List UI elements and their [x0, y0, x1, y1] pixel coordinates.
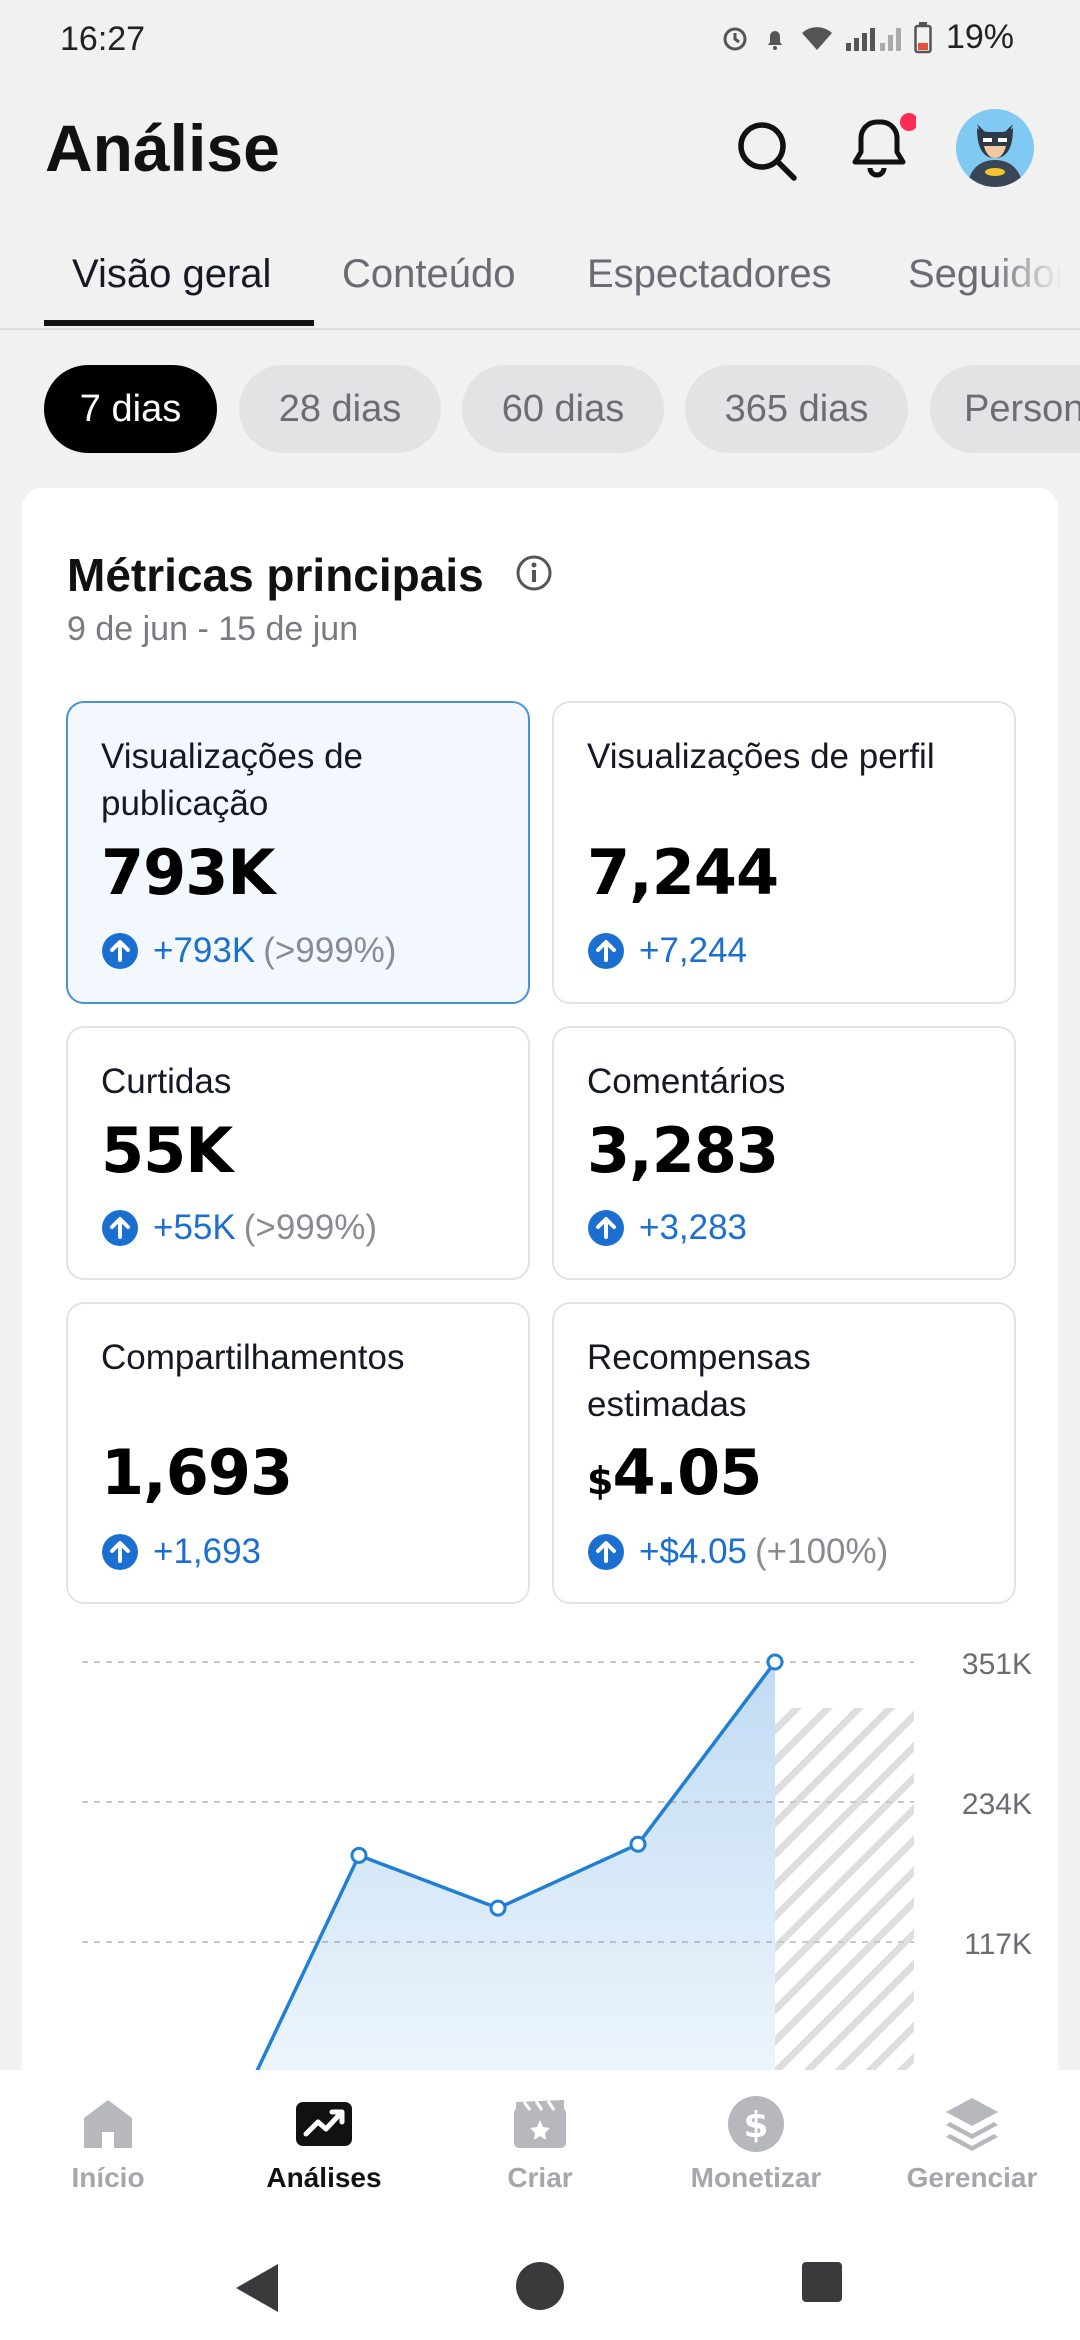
wifi-icon	[801, 26, 832, 50]
metric-card-post-views[interactable]: Visualizações de publicação 793K +793K (…	[66, 701, 530, 1004]
y-tick-label: 351K	[962, 1648, 1032, 1681]
arrow-up-icon	[102, 1534, 138, 1570]
arrow-up-icon	[102, 1210, 138, 1246]
tab-visao-geral[interactable]: Visão geral	[72, 252, 272, 296]
battery-icon	[914, 21, 932, 53]
arrow-up-icon	[588, 933, 624, 969]
y-tick-label: 234K	[962, 1788, 1032, 1821]
nav-label: Criar	[507, 2162, 573, 2193]
recents-icon[interactable]	[800, 2260, 844, 2304]
nav-monetizar[interactable]: $ Monetizar	[648, 2094, 864, 2194]
nav-analises[interactable]: Análises	[216, 2094, 432, 2194]
metric-value: 1,693	[101, 1436, 293, 1509]
metric-label: Comentários	[587, 1062, 786, 1101]
nav-label: Análises	[266, 2162, 382, 2193]
active-tab-indicator	[44, 320, 314, 326]
create-icon	[514, 2100, 566, 2148]
metric-label: Curtidas	[101, 1062, 232, 1101]
home-icon	[84, 2100, 132, 2148]
system-navigation-bar	[0, 2240, 1080, 2340]
date-range-chips: 7 dias 28 dias 60 dias 365 dias Personal…	[0, 365, 1080, 457]
key-metrics-card: Métricas principais 9 de jun - 15 de jun…	[22, 488, 1058, 2168]
metric-value: 793K	[101, 836, 275, 909]
data-point[interactable]	[489, 1899, 507, 1917]
avatar[interactable]	[955, 108, 1035, 188]
alarm-icon	[723, 27, 747, 50]
status-time: 16:27	[60, 20, 146, 58]
metric-delta: +7,244	[639, 931, 748, 970]
notification-bell-icon[interactable]	[846, 112, 916, 184]
chip-60-dias[interactable]: 60 dias	[462, 365, 664, 453]
metric-delta: +3,283	[639, 1208, 748, 1247]
back-icon[interactable]	[232, 2260, 282, 2316]
metric-label: Visualizações de publicação	[101, 737, 364, 823]
layers-icon	[946, 2098, 998, 2151]
metric-delta-percent: (>999%)	[243, 1208, 377, 1247]
metric-card-likes[interactable]: Curtidas 55K +55K (>999%)	[66, 1026, 530, 1280]
bottom-navigation: Início Análises Criar $ Monetizar Gerenc…	[0, 2070, 1080, 2240]
metric-delta-percent: (>999%)	[263, 931, 397, 970]
metric-value: 55K	[101, 1114, 233, 1187]
battery-percentage: 19%	[945, 18, 1014, 56]
metric-delta-percent: (+100%)	[755, 1532, 889, 1571]
section-heading: Métricas principais	[67, 549, 484, 601]
status-bar: 16:27 19%	[0, 0, 1080, 80]
currency-symbol: $	[587, 1459, 613, 1503]
arrow-up-icon	[588, 1210, 624, 1246]
metric-card-shares[interactable]: Compartilhamentos 1,693 +1,693	[66, 1302, 530, 1604]
svg-text:$: $	[743, 2105, 768, 2146]
date-range-text: 9 de jun - 15 de jun	[67, 610, 359, 648]
metric-card-comments[interactable]: Comentários 3,283 +3,283	[552, 1026, 1016, 1280]
dollar-icon: $	[728, 2096, 784, 2152]
metric-value: 7,244	[587, 836, 779, 909]
signal-icon	[845, 27, 901, 51]
nav-label: Gerenciar	[906, 2162, 1038, 2193]
data-point[interactable]	[629, 1835, 647, 1853]
metric-delta: +$4.05	[639, 1532, 748, 1571]
arrow-up-icon	[588, 1534, 624, 1570]
chip-365-dias[interactable]: 365 dias	[685, 365, 908, 453]
metric-label: Recompensas estimadas	[587, 1338, 811, 1424]
analytics-icon	[296, 2102, 352, 2146]
section-tabs: Visão geral Conteúdo Espectadores Seguid…	[0, 228, 1080, 330]
chip-28-dias[interactable]: 28 dias	[239, 365, 441, 453]
metric-card-profile-views[interactable]: Visualizações de perfil 7,244 +7,244	[552, 701, 1016, 1004]
nav-label: Início	[71, 2162, 145, 2193]
data-point[interactable]	[350, 1846, 368, 1864]
search-icon[interactable]	[734, 118, 800, 184]
metric-delta: +55K	[153, 1208, 236, 1247]
nav-gerenciar[interactable]: Gerenciar	[864, 2094, 1080, 2194]
app-header: Análise	[0, 90, 1080, 210]
notification-muted-icon	[767, 30, 782, 50]
nav-label: Monetizar	[690, 2162, 822, 2193]
nav-criar[interactable]: Criar	[432, 2094, 648, 2194]
metric-value: 4.05	[612, 1436, 762, 1509]
metric-delta: +793K	[153, 931, 256, 970]
nav-inicio[interactable]: Início	[0, 2094, 216, 2194]
chip-personalizado[interactable]: Personalizado	[930, 365, 1080, 453]
metric-label: Compartilhamentos	[101, 1338, 405, 1377]
info-icon[interactable]	[515, 554, 553, 592]
arrow-up-icon	[102, 933, 138, 969]
page-title: Análise	[45, 111, 280, 185]
tab-espectadores[interactable]: Espectadores	[587, 252, 832, 296]
metric-card-estimated-rewards[interactable]: Recompensas estimadas $4.05 +$4.05 (+100…	[552, 1302, 1016, 1604]
tab-conteudo[interactable]: Conteúdo	[342, 252, 516, 296]
home-button-icon[interactable]	[514, 2260, 566, 2312]
metric-value: 3,283	[587, 1114, 779, 1187]
data-point[interactable]	[766, 1653, 784, 1671]
chip-7-dias[interactable]: 7 dias	[44, 365, 217, 453]
metric-delta: +1,693	[153, 1532, 262, 1571]
metric-label: Visualizações de perfil	[587, 737, 935, 776]
y-tick-label: 117K	[964, 1928, 1032, 1961]
